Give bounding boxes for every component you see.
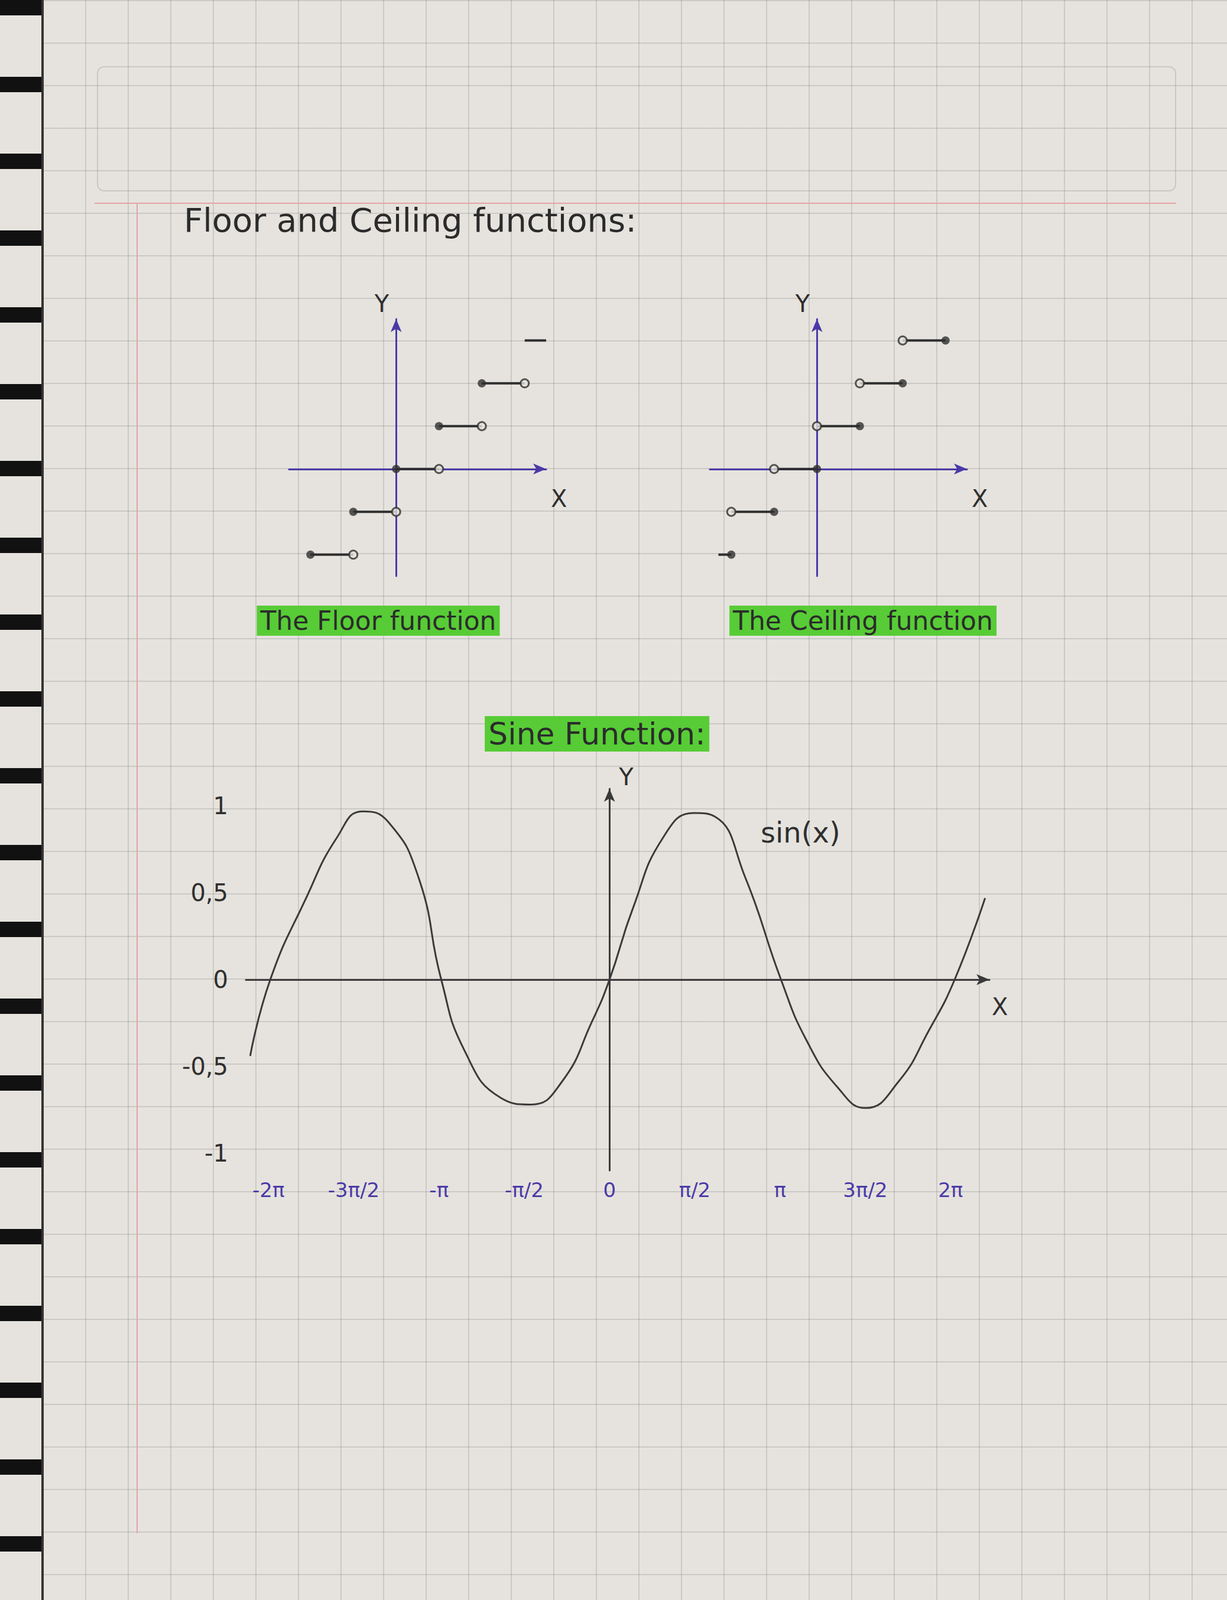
svg-text:0,5: 0,5: [190, 879, 229, 907]
html-text:Floor and Ceiling functions:: Floor and Ceiling functions:: [183, 200, 637, 240]
svg-text:sin(x): sin(x): [760, 816, 841, 850]
svg-text:-π: -π: [429, 1178, 449, 1203]
svg-text:π: π: [773, 1178, 786, 1203]
svg-text:X: X: [550, 485, 567, 513]
svg-text:-3π/2: -3π/2: [328, 1178, 380, 1203]
svg-text:2π: 2π: [937, 1178, 963, 1203]
html-text:The Floor function: The Floor function: [260, 605, 497, 636]
svg-text:-0,5: -0,5: [182, 1053, 229, 1081]
svg-text:-2π: -2π: [252, 1178, 285, 1203]
svg-text:1: 1: [213, 792, 229, 820]
svg-text:-1: -1: [204, 1140, 229, 1168]
svg-text:-π/2: -π/2: [504, 1178, 544, 1203]
svg-text:Y: Y: [618, 763, 634, 791]
svg-text:0: 0: [602, 1178, 616, 1203]
svg-text:3π/2: 3π/2: [842, 1178, 888, 1203]
svg-text:X: X: [991, 993, 1008, 1021]
svg-text:X: X: [971, 485, 988, 513]
svg-text:Y: Y: [374, 290, 390, 318]
html-text:Sine Function:: Sine Function:: [488, 716, 706, 752]
svg-text:π/2: π/2: [679, 1178, 712, 1203]
svg-text:0: 0: [213, 966, 229, 994]
svg-text:Y: Y: [794, 290, 811, 318]
html-text:The Ceiling function: The Ceiling function: [732, 605, 993, 636]
